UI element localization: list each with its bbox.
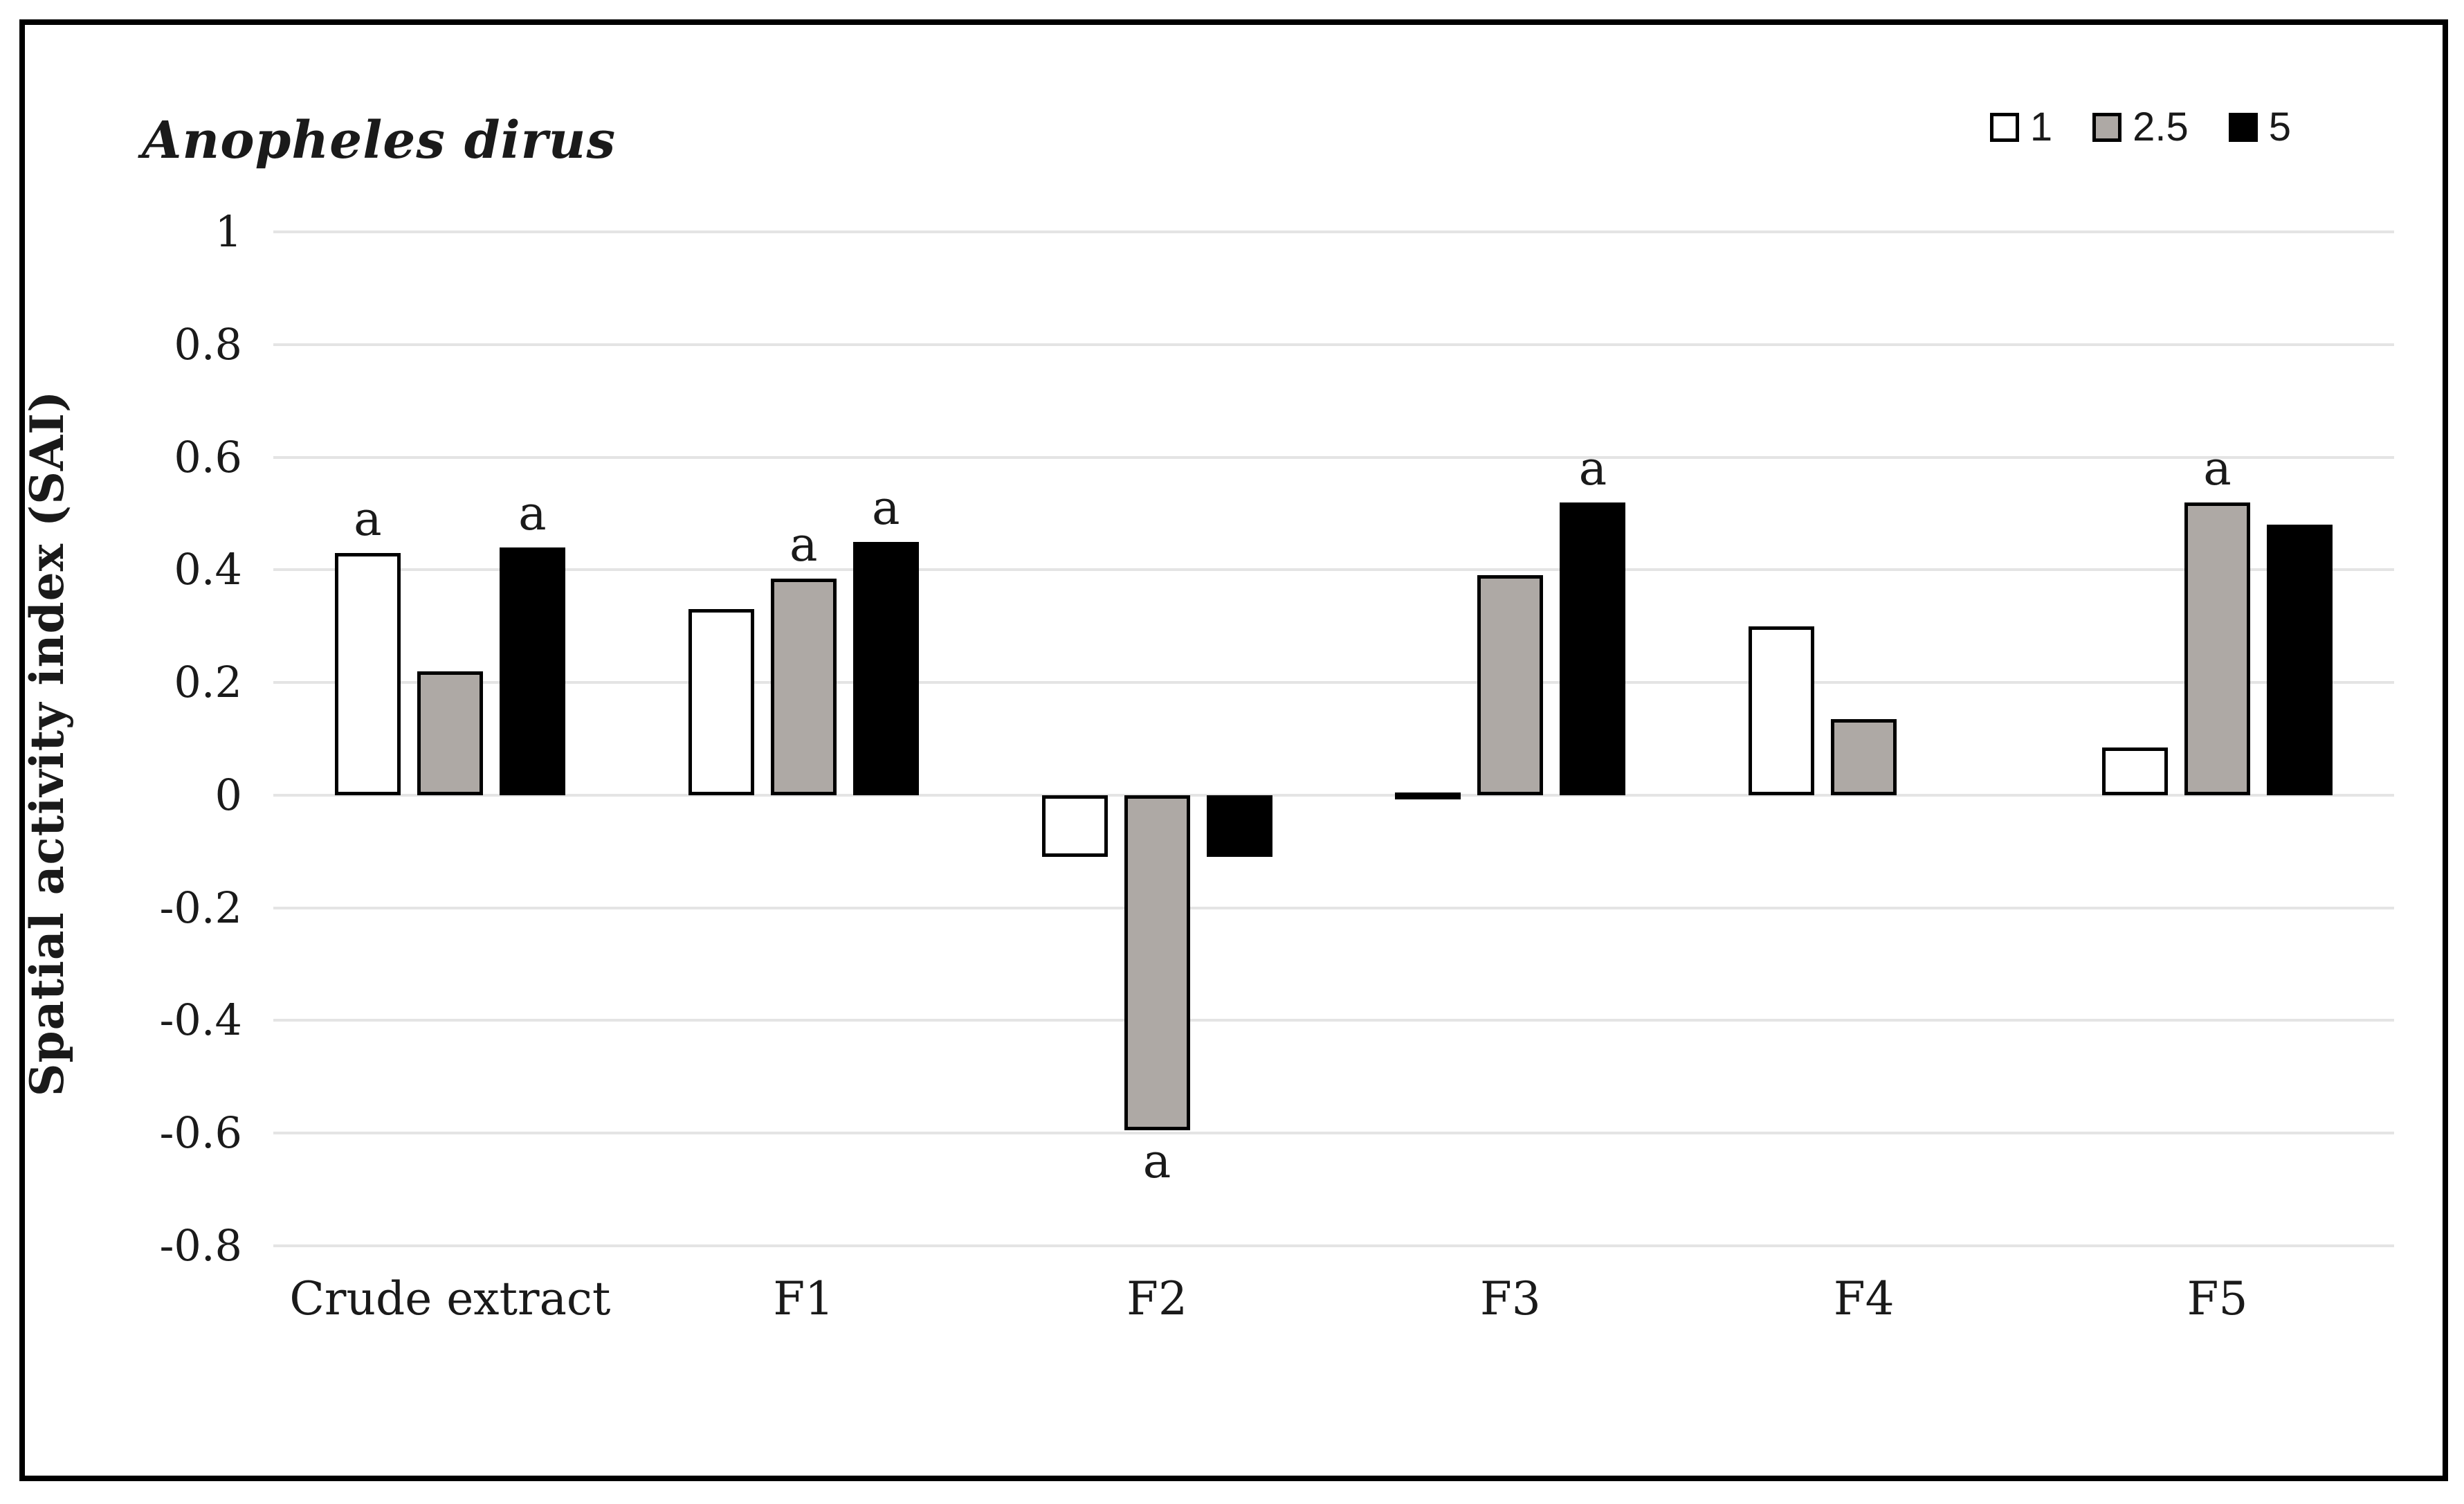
legend: 1 2.5 5	[1989, 104, 2291, 150]
significance-label: a	[1142, 1134, 1171, 1190]
y-tick-label: 1	[215, 206, 242, 257]
significance-label: a	[1578, 441, 1607, 496]
legend-item-1: 1	[1989, 104, 2053, 150]
significance-label: a	[2203, 441, 2232, 496]
bar-f2-series-1	[1041, 795, 1108, 858]
gridline-y--0.8	[273, 1244, 2394, 1247]
gridline-y-0.4	[273, 568, 2394, 572]
significance-label: a	[789, 517, 818, 572]
gridline-y--0.4	[273, 1019, 2394, 1022]
gridline-y--0.2	[273, 906, 2394, 909]
x-axis-label-f2: F2	[1126, 1272, 1187, 1325]
bar-f3-series-1	[1395, 792, 1461, 799]
significance-label: a	[518, 486, 547, 541]
bar-crude-extract-series-2.5	[417, 671, 483, 795]
legend-swatch-icon	[2228, 112, 2258, 142]
gridline-y-0.8	[273, 343, 2394, 346]
legend-label: 1	[2029, 105, 2053, 150]
bar-f1-series-5	[852, 541, 919, 795]
y-tick-label: 0.2	[174, 657, 242, 708]
bar-f5-series-2.5	[2184, 502, 2251, 795]
y-tick-label: -0.4	[159, 995, 242, 1046]
gridline-y--0.6	[273, 1132, 2394, 1135]
y-tick-label: -0.2	[159, 882, 242, 933]
legend-swatch-icon	[2092, 112, 2122, 142]
plot-area	[273, 230, 2394, 1247]
bar-crude-extract-series-1	[334, 552, 401, 795]
bar-f1-series-1	[688, 609, 754, 795]
gridline-y-0.2	[273, 681, 2394, 685]
bar-crude-extract-series-5	[499, 547, 565, 795]
chart-title: Anopheles dirus	[142, 111, 617, 170]
legend-item-5: 5	[2228, 104, 2291, 150]
gridline-y-1	[273, 230, 2394, 233]
y-tick-label: -0.8	[159, 1220, 242, 1271]
y-tick-label: -0.6	[159, 1107, 242, 1159]
bar-f4-series-2.5	[1831, 719, 1897, 795]
gridline-y-0.6	[273, 455, 2394, 459]
gridline-y-0	[273, 793, 2394, 797]
x-axis-label-f3: F3	[1480, 1272, 1541, 1325]
x-axis-label-f5: F5	[2187, 1272, 2248, 1325]
bar-f2-series-2.5	[1124, 795, 1190, 1131]
bar-f5-series-5	[2267, 525, 2333, 795]
legend-swatch-icon	[1989, 112, 2019, 142]
y-tick-label: 0.8	[174, 318, 242, 370]
y-tick-label: 0.6	[174, 431, 242, 482]
bar-f1-series-2.5	[770, 578, 837, 795]
significance-label: a	[871, 480, 900, 536]
significance-label: a	[354, 491, 382, 547]
bar-f3-series-5	[1560, 502, 1626, 795]
x-axis-label-f1: F1	[773, 1272, 834, 1325]
bar-f3-series-2.5	[1477, 575, 1544, 795]
bar-f4-series-1	[1749, 626, 1815, 795]
x-axis-label-f4: F4	[1833, 1272, 1895, 1325]
y-tick-label: 0.4	[174, 544, 242, 595]
legend-label: 5	[2268, 105, 2291, 150]
legend-label: 2.5	[2133, 105, 2189, 150]
legend-item-2.5: 2.5	[2092, 104, 2189, 150]
bar-f2-series-5	[1206, 795, 1272, 858]
x-axis-label-crude-extract: Crude extract	[289, 1272, 611, 1325]
bar-f5-series-1	[2102, 747, 2169, 795]
y-tick-label: 0	[215, 769, 242, 820]
